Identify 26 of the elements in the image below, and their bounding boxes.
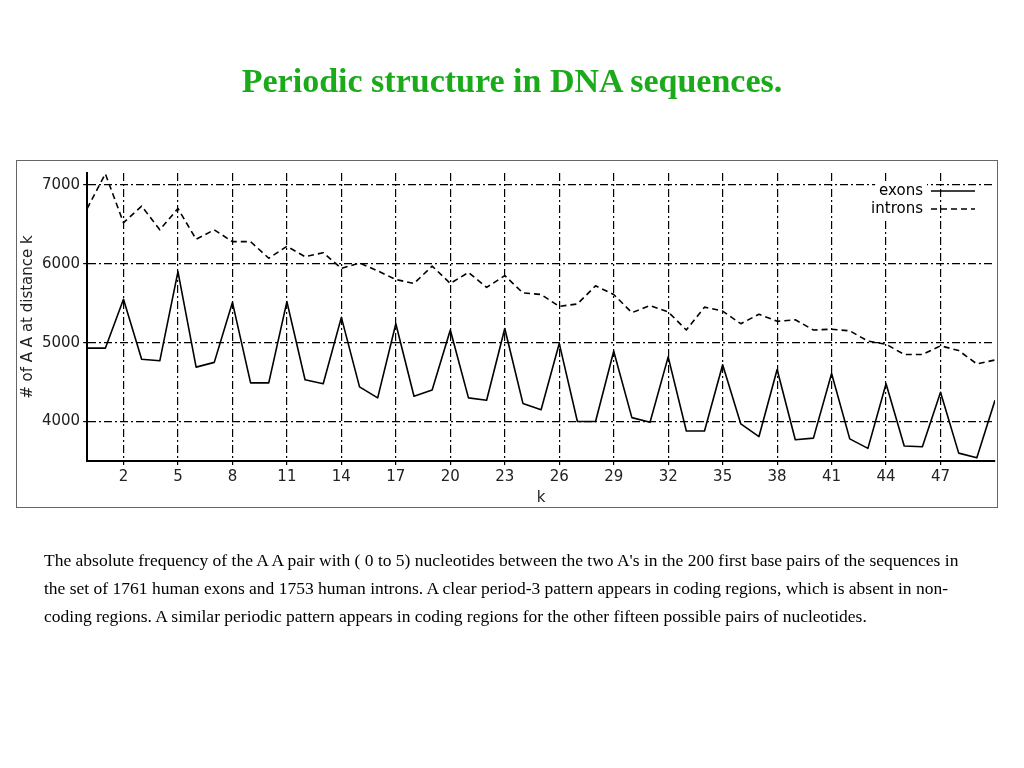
- x-tick-label: 14: [331, 466, 351, 485]
- y-tick-label: 6000: [41, 253, 81, 272]
- x-tick-label: 32: [658, 466, 678, 485]
- x-tick-label: 47: [930, 466, 951, 485]
- y-axis-title: # of A A at distance k: [17, 234, 36, 399]
- x-tick-label: 17: [386, 466, 406, 485]
- x-tick-label: 44: [876, 466, 896, 485]
- x-tick-label: 38: [767, 466, 787, 485]
- x-tick-label: 11: [277, 466, 297, 485]
- y-tick-label: 5000: [41, 332, 81, 351]
- x-tick-label: 41: [822, 466, 842, 485]
- text: The absolute frequency of the A A pair with ( 0 to 5) nucleotides between the two A's in the 200 first base pairs of the sequences in the set of 1761 human exons and 1753 human introns. A clear period-3 pattern appears in coding regions, which is absent in non-coding regions. A similar periodic pattern appears in coding regions for the other fifteen possible pairs of nucleotides.: [44, 549, 960, 628]
- legend-label: exons: [879, 180, 924, 199]
- x-tick-label: 8: [227, 466, 238, 485]
- x-tick-label: 26: [549, 466, 569, 485]
- y-tick-label: 4000: [41, 411, 81, 430]
- x-tick-label: 2: [118, 466, 129, 485]
- x-tick-label: 35: [713, 466, 733, 485]
- y-tick-label: 7000: [41, 174, 81, 193]
- x-tick-label: 5: [173, 466, 183, 485]
- x-tick-label: 20: [440, 466, 460, 485]
- x-tick-label: 29: [604, 466, 624, 485]
- x-axis-title: k: [536, 487, 546, 506]
- x-tick-label: 23: [495, 466, 515, 485]
- legend-label: introns: [871, 198, 924, 217]
- chart-title: Periodic structure in DNA sequences.: [240, 62, 784, 100]
